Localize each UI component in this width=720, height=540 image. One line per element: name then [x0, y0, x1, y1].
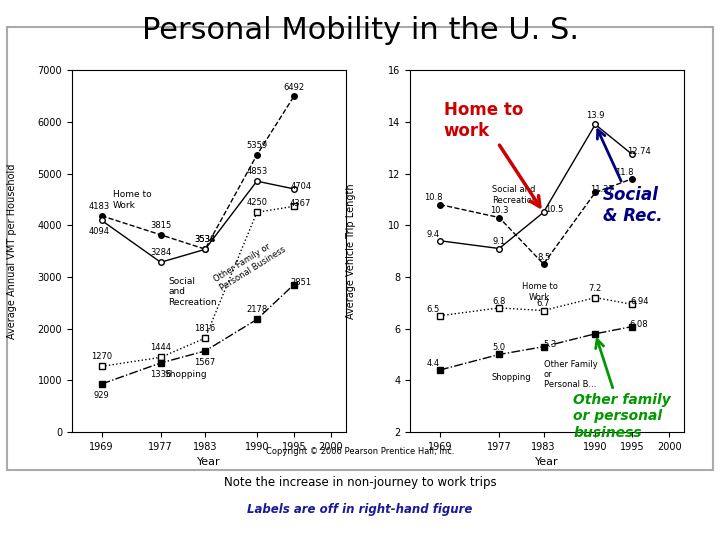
Text: 10.5: 10.5 [546, 205, 564, 214]
Text: 6.5: 6.5 [426, 305, 440, 314]
Text: 11.8: 11.8 [615, 167, 633, 177]
Text: 1270: 1270 [91, 353, 112, 361]
Text: Copyright © 2006 Pearson Prentice Hall, Inc.: Copyright © 2006 Pearson Prentice Hall, … [266, 447, 454, 456]
Text: 1816: 1816 [194, 324, 216, 333]
Text: 11.27: 11.27 [590, 185, 614, 194]
Text: 13.9: 13.9 [586, 111, 605, 119]
Text: Other Family or
Personal Business: Other Family or Personal Business [212, 236, 287, 293]
Text: Labels are off in right-hand figure: Labels are off in right-hand figure [247, 503, 473, 516]
Text: 4.4: 4.4 [426, 359, 440, 368]
Text: 9.1: 9.1 [492, 238, 505, 246]
X-axis label: Year: Year [536, 457, 559, 467]
Text: 5.0: 5.0 [492, 343, 505, 352]
Text: 6492: 6492 [283, 83, 305, 91]
Text: 3534: 3534 [194, 235, 216, 245]
Text: Home to
Work: Home to Work [112, 191, 151, 210]
Text: 4853: 4853 [246, 167, 268, 176]
Text: 12.74: 12.74 [627, 147, 651, 157]
Text: Note the increase in non-journey to work trips: Note the increase in non-journey to work… [224, 476, 496, 489]
Text: 5359: 5359 [246, 141, 267, 150]
Text: 4094: 4094 [89, 227, 109, 237]
Text: 4250: 4250 [246, 198, 267, 207]
Text: 4183: 4183 [88, 202, 109, 211]
Text: Personal Mobility in the U. S.: Personal Mobility in the U. S. [142, 16, 578, 45]
Text: Shopping: Shopping [492, 373, 531, 382]
Text: 3538: 3538 [194, 235, 216, 244]
Text: 1444: 1444 [150, 343, 171, 353]
Text: 6.8: 6.8 [492, 297, 506, 306]
Text: Home to
Work: Home to Work [522, 282, 558, 301]
Text: 3284: 3284 [150, 248, 171, 258]
Text: Home to
work: Home to work [444, 101, 540, 207]
Text: Other family
or personal
business: Other family or personal business [573, 340, 671, 440]
Text: 4704: 4704 [290, 182, 311, 191]
Text: 7.2: 7.2 [589, 284, 602, 293]
Text: 2851: 2851 [290, 278, 311, 287]
Text: Social
& Rec.: Social & Rec. [598, 130, 662, 225]
Text: 1567: 1567 [194, 358, 216, 367]
Text: 8.5: 8.5 [537, 253, 550, 262]
Text: 929: 929 [94, 391, 109, 400]
Text: 10.3: 10.3 [490, 206, 508, 215]
Text: 3815: 3815 [150, 221, 171, 230]
Text: Other Family
or
Personal B...: Other Family or Personal B... [544, 360, 598, 389]
Text: 4367: 4367 [290, 199, 312, 208]
Text: Social
and
Recreation: Social and Recreation [168, 277, 217, 307]
X-axis label: Year: Year [197, 457, 220, 467]
Text: Shopping: Shopping [164, 370, 207, 379]
Text: 2178: 2178 [246, 306, 268, 314]
Text: 10.8: 10.8 [424, 193, 442, 202]
Text: Social and
Recreation: Social and Recreation [492, 185, 537, 205]
Y-axis label: Average Vehicle Trip Length: Average Vehicle Trip Length [346, 183, 356, 319]
Text: 5.3: 5.3 [544, 340, 557, 349]
Text: 1336: 1336 [150, 370, 171, 379]
Text: 9.4: 9.4 [426, 230, 440, 239]
Y-axis label: Average Annual VMT per Household: Average Annual VMT per Household [7, 164, 17, 339]
Text: 6.7: 6.7 [537, 299, 550, 308]
Text: 6.08: 6.08 [630, 320, 649, 328]
Text: 6.94: 6.94 [630, 298, 649, 306]
